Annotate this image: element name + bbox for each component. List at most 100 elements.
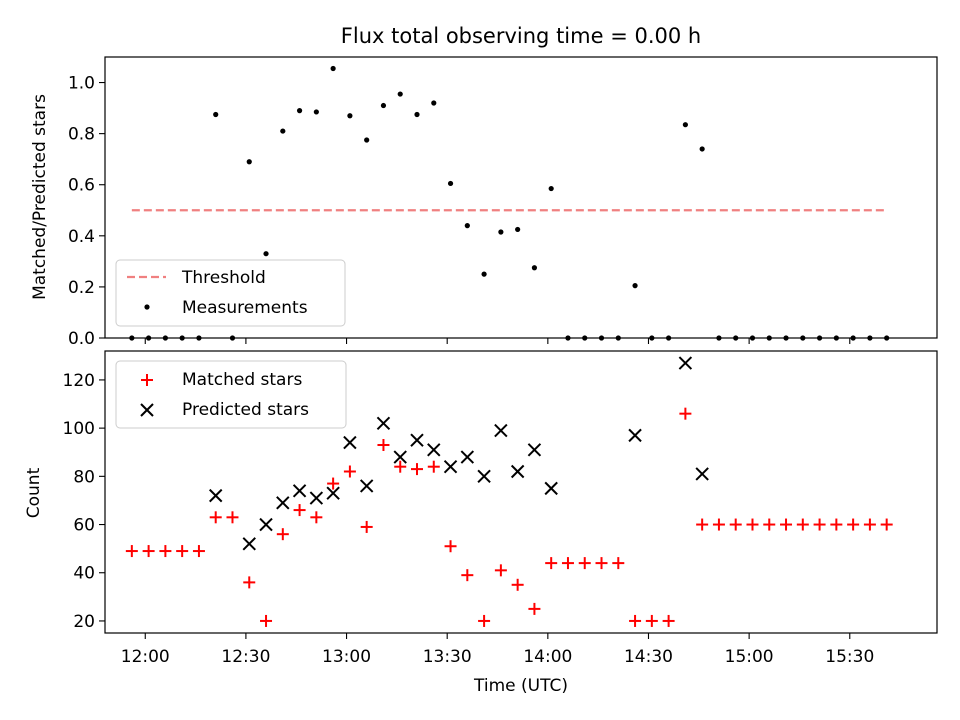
measurement-point bbox=[447, 180, 454, 187]
measurement-point bbox=[397, 91, 403, 97]
measurement-point bbox=[280, 128, 286, 134]
measurement-point bbox=[347, 113, 353, 119]
matched-stars-point bbox=[511, 578, 524, 591]
predicted-stars-point bbox=[393, 450, 407, 464]
legend-matched-swatch bbox=[141, 374, 153, 386]
matched-stars-point bbox=[578, 557, 591, 570]
measurement-point bbox=[213, 111, 219, 118]
matched-stars-point bbox=[780, 518, 793, 531]
matched-stars-point bbox=[125, 545, 138, 558]
matched-stars-point bbox=[276, 528, 289, 541]
matched-stars-point bbox=[260, 614, 273, 627]
measurement-point bbox=[431, 100, 437, 106]
predicted-stars-point bbox=[326, 486, 340, 500]
matched-stars-point bbox=[863, 518, 876, 531]
matched-stars-point bbox=[427, 460, 440, 473]
matched-stars-point bbox=[159, 545, 172, 558]
predicted-stars-point bbox=[695, 467, 709, 481]
measurement-point bbox=[481, 271, 487, 277]
matched-stars-point bbox=[545, 557, 558, 570]
matched-stars-point bbox=[360, 520, 373, 533]
matched-stars-point bbox=[830, 518, 843, 531]
matched-stars-point bbox=[394, 460, 407, 473]
predicted-stars-point bbox=[309, 491, 324, 505]
matched-stars-point bbox=[444, 540, 457, 553]
measurement-point bbox=[364, 137, 370, 143]
matched-stars-point bbox=[176, 545, 189, 558]
measurement-point bbox=[531, 265, 538, 271]
star-count-y-tick-label: 100 bbox=[63, 419, 95, 439]
predicted-stars-point bbox=[359, 479, 374, 493]
star-count-x-tick-label: 15:00 bbox=[725, 647, 774, 667]
flux-ratio-x-ticks bbox=[144, 338, 851, 344]
matched-stars-point bbox=[327, 477, 340, 490]
star-count-x-axis: 12:00 12:30 13:00 13:30 14:00 14:30 15:00 15:30 bbox=[121, 633, 874, 667]
matched-stars-point bbox=[377, 439, 390, 451]
legend-predicted-label: Predicted stars bbox=[182, 400, 309, 420]
predicted-stars-point bbox=[510, 464, 525, 479]
matched-stars-point bbox=[629, 614, 642, 627]
matched-stars-point bbox=[712, 518, 725, 531]
matched-stars-point bbox=[192, 545, 205, 558]
star-count-axes-frame bbox=[104, 350, 938, 634]
star-count-panel: 20 40 60 80 100 120 12:00 12:30 13:00 13:30 14:00… bbox=[24, 350, 938, 696]
flux-ratio-y-axis: 0.0 0.2 0.4 0.6 0.8 1.0 bbox=[68, 74, 105, 349]
matched-stars-point bbox=[763, 518, 776, 531]
legend-predicted-swatch bbox=[140, 403, 154, 417]
star-count-x-tick-label: 13:00 bbox=[322, 647, 371, 667]
predicted-stars-point bbox=[276, 496, 290, 510]
measurement-point bbox=[682, 122, 688, 128]
star-count-marks bbox=[125, 356, 893, 627]
predicted-stars-point bbox=[410, 433, 424, 447]
star-count-y-axis: 20 40 60 80 100 120 bbox=[63, 371, 105, 632]
matched-stars-point bbox=[612, 557, 625, 570]
matched-stars-point bbox=[847, 518, 860, 531]
predicted-stars-point bbox=[443, 459, 458, 474]
predicted-stars-point bbox=[527, 443, 542, 457]
matched-stars-point bbox=[880, 518, 893, 531]
predicted-stars-point bbox=[376, 416, 391, 431]
star-count-x-tick-label: 14:30 bbox=[624, 647, 673, 667]
measurement-point bbox=[380, 102, 387, 109]
flux-ratio-axes-frame bbox=[104, 56, 938, 339]
star-count-x-tick-label: 13:30 bbox=[423, 647, 472, 667]
measurement-point bbox=[263, 251, 269, 257]
star-count-x-tick-label: 15:30 bbox=[825, 647, 874, 667]
star-count-y-label: Count bbox=[24, 467, 44, 518]
predicted-stars-point bbox=[477, 469, 491, 484]
predicted-stars-point bbox=[628, 428, 642, 443]
matched-stars-point bbox=[461, 569, 474, 582]
measurement-point bbox=[699, 146, 705, 152]
legend-matched-label: Matched stars bbox=[182, 370, 302, 390]
measurement-point bbox=[330, 65, 336, 72]
matched-stars-point bbox=[343, 465, 356, 478]
star-count-y-tick-label: 120 bbox=[63, 371, 95, 391]
star-count-x-tick-label: 14:00 bbox=[523, 647, 572, 667]
star-count-x-label: Time (UTC) bbox=[473, 676, 568, 696]
flux-ratio-y-tick-label: 0.8 bbox=[68, 125, 95, 145]
matched-stars-point bbox=[142, 545, 155, 558]
flux-ratio-y-tick-label: 0.2 bbox=[68, 278, 95, 298]
flux-ratio-y-tick-label: 1.0 bbox=[68, 74, 95, 94]
chart-title: Flux total observing time = 0.00 h bbox=[341, 24, 701, 48]
predicted-stars-point bbox=[343, 435, 357, 450]
matched-stars-point bbox=[243, 576, 256, 589]
star-count-x-tick-label: 12:00 bbox=[121, 647, 170, 667]
measurement-point bbox=[296, 108, 303, 114]
legend-measurements-label: Measurements bbox=[182, 298, 308, 318]
matched-stars-point bbox=[595, 557, 608, 570]
matched-stars-point bbox=[645, 614, 658, 627]
measurement-point bbox=[632, 283, 638, 289]
measurement-point bbox=[498, 229, 504, 235]
matched-stars-point bbox=[310, 511, 323, 524]
matched-stars-point bbox=[662, 614, 675, 627]
star-count-legend: Matched stars Predicted stars bbox=[115, 360, 347, 429]
measurement-point bbox=[414, 111, 420, 118]
matched-stars-point bbox=[226, 511, 239, 524]
measurement-point bbox=[515, 226, 521, 233]
matched-stars-point bbox=[696, 518, 709, 531]
flux-ratio-y-tick-label: 0.6 bbox=[68, 176, 95, 196]
predicted-stars-point bbox=[460, 450, 475, 464]
matched-stars-point bbox=[293, 504, 306, 517]
